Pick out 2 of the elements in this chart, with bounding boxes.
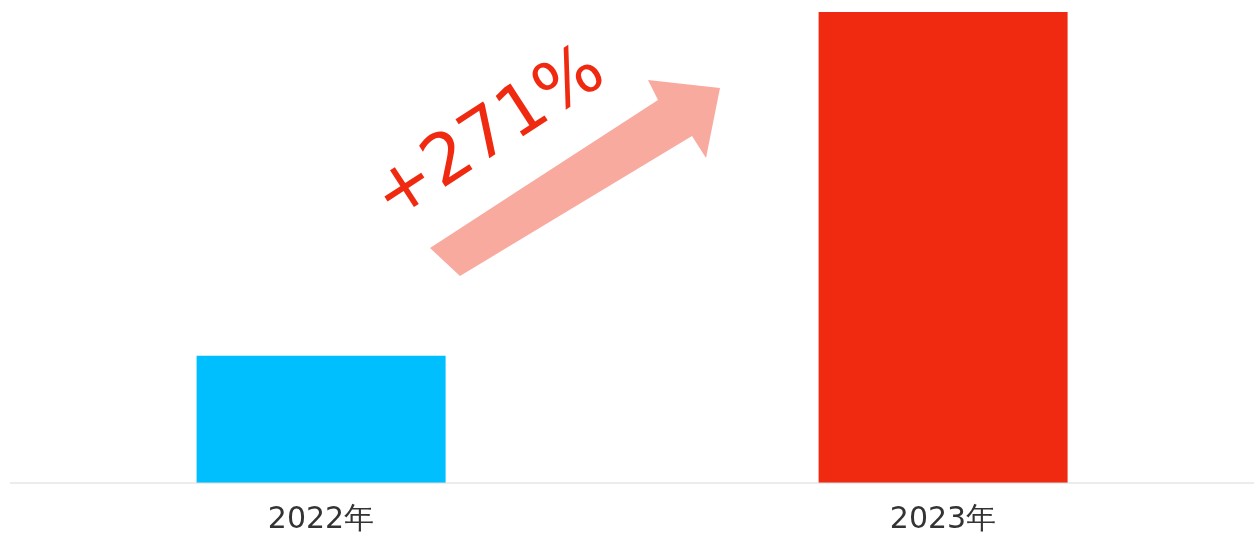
- x-tick-label: 2023年: [889, 500, 997, 536]
- x-tick-label: 2022年: [267, 500, 375, 536]
